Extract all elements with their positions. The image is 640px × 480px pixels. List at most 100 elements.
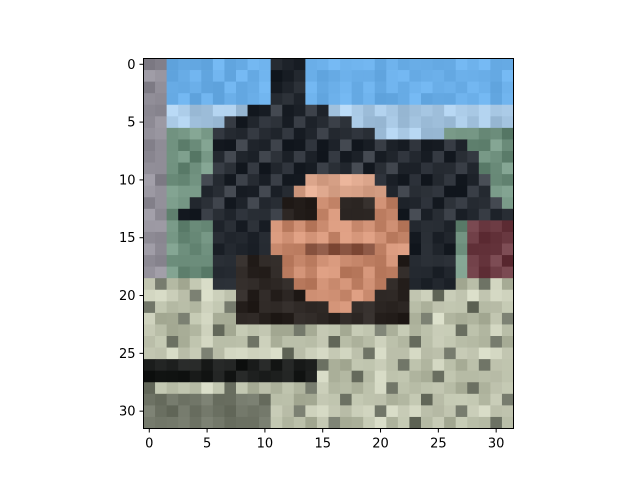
pixel-cell bbox=[201, 151, 214, 163]
pixel-cell bbox=[259, 416, 272, 429]
pixel-cell bbox=[444, 151, 457, 163]
pixel-cell bbox=[247, 336, 260, 348]
pixel-cell bbox=[490, 231, 503, 244]
pixel-cell bbox=[201, 104, 214, 117]
pixel-cell bbox=[455, 347, 468, 360]
pixel-cell bbox=[166, 208, 179, 221]
pixel-cell bbox=[155, 185, 168, 198]
pixel-cell bbox=[340, 266, 353, 279]
x-tick-label: 5 bbox=[203, 437, 211, 452]
pixel-cell bbox=[397, 416, 410, 429]
pixel-cell bbox=[397, 220, 410, 233]
pixel-cell bbox=[490, 324, 503, 337]
pixel-cell bbox=[501, 324, 514, 337]
pixel-cell bbox=[490, 208, 503, 221]
pixel-cell bbox=[397, 278, 410, 291]
pixel-cell bbox=[201, 312, 214, 325]
pixel-cell bbox=[363, 393, 376, 406]
pixel-cell bbox=[490, 347, 503, 360]
pixel-cell bbox=[421, 359, 433, 372]
pixel-cell bbox=[409, 104, 422, 117]
pixel-cell bbox=[501, 185, 514, 198]
pixel-cell bbox=[490, 185, 503, 198]
pixel-cell bbox=[444, 127, 457, 140]
pixel-cell bbox=[432, 208, 445, 221]
pixel-cell bbox=[444, 185, 457, 198]
pixel-cell bbox=[409, 81, 422, 94]
pixel-cell bbox=[224, 139, 237, 152]
pixel-cell bbox=[351, 93, 364, 106]
pixel-cell bbox=[421, 278, 433, 291]
pixel-cell bbox=[293, 405, 306, 418]
pixel-cell bbox=[305, 255, 318, 268]
pixel-cell bbox=[201, 359, 214, 372]
pixel-cell bbox=[351, 220, 364, 233]
pixel-cell bbox=[155, 231, 168, 244]
pixel-cell bbox=[478, 151, 491, 163]
pixel-cell bbox=[490, 289, 503, 302]
pixel-cell bbox=[316, 370, 329, 383]
pixel-cell bbox=[409, 127, 422, 140]
pixel-cell bbox=[155, 197, 168, 210]
pixel-cell bbox=[386, 174, 399, 187]
pixel-cell bbox=[224, 289, 237, 302]
pixel-cell bbox=[305, 231, 318, 244]
pixel-cell bbox=[351, 393, 364, 406]
pixel-cell bbox=[363, 70, 376, 83]
pixel-cell bbox=[293, 81, 306, 94]
pixel-cell bbox=[409, 255, 422, 268]
pixel-cell bbox=[432, 220, 445, 233]
pixel-cell bbox=[305, 139, 318, 152]
pixel-cell bbox=[236, 301, 248, 314]
pixel-cell bbox=[490, 266, 503, 279]
pixel-cell bbox=[305, 336, 318, 348]
pixel-cell bbox=[143, 301, 156, 314]
pixel-cell bbox=[467, 359, 480, 372]
pixel-cell bbox=[212, 70, 225, 83]
pixel-cell bbox=[189, 58, 202, 71]
pixel-cell bbox=[444, 116, 457, 129]
pixel-cell bbox=[316, 231, 329, 244]
pixel-cell bbox=[444, 220, 457, 233]
pixel-cell bbox=[189, 359, 202, 372]
pixel-cell bbox=[421, 220, 433, 233]
pixel-cell bbox=[293, 359, 306, 372]
pixel-cell bbox=[293, 312, 306, 325]
pixel-cell bbox=[455, 197, 468, 210]
pixel-cell bbox=[455, 405, 468, 418]
pixel-cell bbox=[490, 220, 503, 233]
pixel-cell bbox=[363, 185, 376, 198]
pixel-cell bbox=[293, 58, 306, 71]
pixel-cell bbox=[189, 220, 202, 233]
x-tick-label: 20 bbox=[372, 437, 389, 452]
pixel-cell bbox=[467, 231, 480, 244]
pixel-cell bbox=[444, 336, 457, 348]
pixel-cell bbox=[143, 243, 156, 256]
pixel-cell bbox=[178, 278, 191, 291]
pixel-cell bbox=[351, 70, 364, 83]
pixel-cell bbox=[259, 278, 272, 291]
pixel-cell bbox=[201, 185, 214, 198]
pixel-cell bbox=[467, 336, 480, 348]
pixel-cell bbox=[478, 255, 491, 268]
pixel-cell bbox=[478, 220, 491, 233]
pixel-cell bbox=[432, 116, 445, 129]
pixel-cell bbox=[293, 324, 306, 337]
pixel-cell bbox=[501, 243, 514, 256]
pixel-cell bbox=[409, 151, 422, 163]
pixel-cell bbox=[478, 231, 491, 244]
pixel-cell bbox=[340, 162, 353, 175]
pixel-cell bbox=[189, 93, 202, 106]
pixel-cell bbox=[467, 162, 480, 175]
pixel-cell bbox=[328, 243, 341, 256]
pixel-cell bbox=[432, 93, 445, 106]
pixel-cell bbox=[386, 255, 399, 268]
pixel-cell bbox=[421, 116, 433, 129]
pixel-cell bbox=[455, 58, 468, 71]
pixel-cell bbox=[444, 312, 457, 325]
pixel-cell bbox=[143, 197, 156, 210]
pixel-cell bbox=[224, 243, 237, 256]
pixel-cell bbox=[270, 93, 283, 106]
pixel-cell bbox=[374, 405, 387, 418]
pixel-cell bbox=[351, 151, 364, 163]
